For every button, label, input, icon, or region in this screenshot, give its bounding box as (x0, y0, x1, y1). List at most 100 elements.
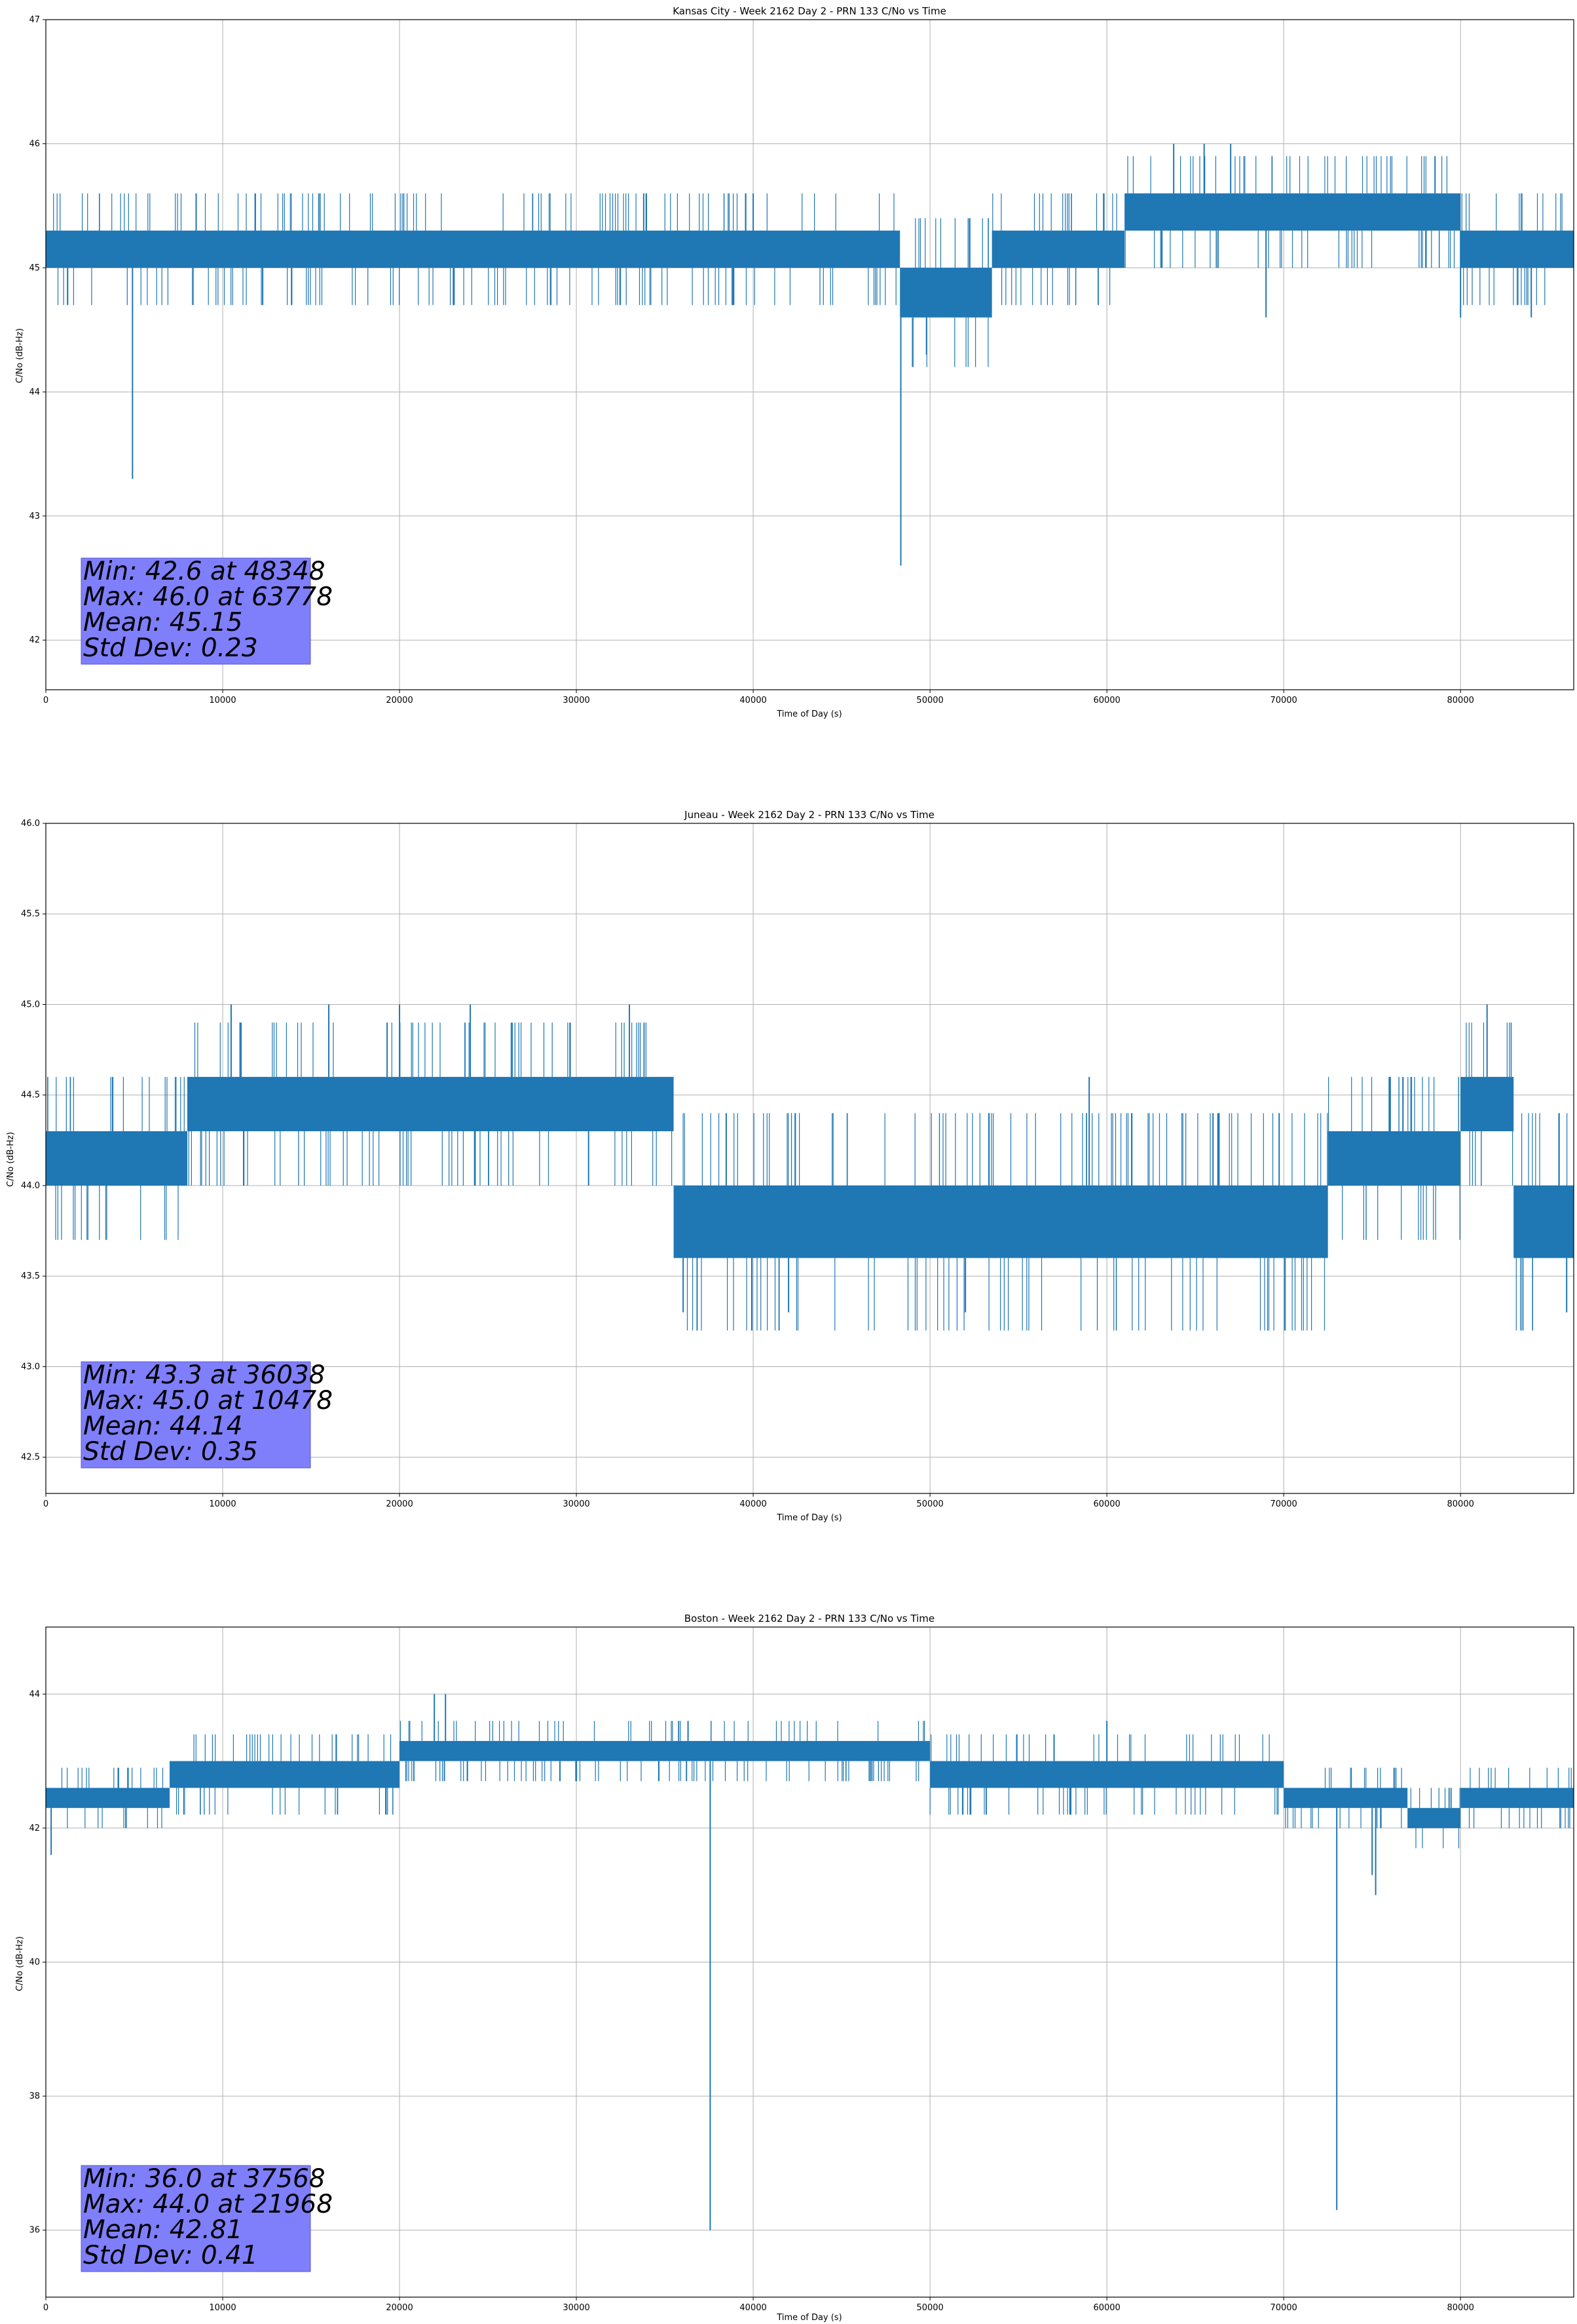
stats-box: Min: 36.0 at 37568 Max: 44.0 at 21968 Me… (81, 2164, 333, 2272)
x-tick-label: 20000 (386, 1499, 413, 1509)
data-band (1460, 1077, 1514, 1132)
data-noise (1124, 156, 1455, 268)
stats-min: Min: 43.3 at 36038 (83, 1360, 325, 1390)
data-series (46, 143, 1574, 566)
data-band (930, 1761, 1284, 1788)
x-tick-label: 60000 (1093, 1499, 1120, 1509)
x-tick-label: 40000 (739, 696, 766, 705)
chart-title: Juneau - Week 2162 Day 2 - PRN 133 C/No … (684, 809, 935, 821)
y-tick-label: 44 (29, 387, 40, 397)
stats-mean: Mean: 44.14 (83, 1412, 242, 1441)
x-tick-label: 70000 (1270, 1499, 1297, 1509)
data-noise (53, 193, 897, 305)
data-noise (992, 193, 1117, 305)
x-tick-label: 80000 (1447, 696, 1474, 705)
y-tick-label: 38 (29, 2091, 40, 2101)
x-tick-label: 60000 (1093, 2303, 1120, 2313)
chart-title: Boston - Week 2162 Day 2 - PRN 133 C/No … (684, 1613, 935, 1624)
data-noise (1410, 1788, 1460, 1848)
data-noise (1328, 1077, 1460, 1240)
stats-stddev: Std Dev: 0.23 (83, 633, 258, 663)
data-noise (1515, 1113, 1568, 1331)
y-tick-label: 43.0 (21, 1362, 40, 1372)
x-tick-label: 70000 (1270, 696, 1297, 705)
x-tick-label: 80000 (1447, 1499, 1474, 1509)
stats-box: Min: 42.6 at 48348 Max: 46.0 at 63778 Me… (81, 557, 333, 665)
x-tick-label: 10000 (209, 2303, 236, 2313)
data-band (1460, 231, 1574, 268)
x-tick-label: 60000 (1093, 696, 1120, 705)
chart-panel-kansas-city: Kansas City - Week 2162 Day 2 - PRN 133 … (15, 5, 1574, 719)
data-noise (188, 1022, 673, 1186)
data-band (673, 1185, 1328, 1258)
data-band (399, 1740, 931, 1761)
stats-stddev: Std Dev: 0.41 (83, 2241, 258, 2270)
stats-box: Min: 43.3 at 36038 Max: 45.0 at 10478 Me… (81, 1360, 333, 1469)
x-tick-label: 80000 (1447, 2303, 1474, 2313)
x-tick-label: 40000 (739, 2303, 766, 2313)
stats-mean: Mean: 45.15 (83, 608, 242, 637)
y-tick-label: 47 (29, 15, 40, 25)
y-tick-label: 42.5 (21, 1453, 40, 1463)
data-noise (1468, 1767, 1572, 1828)
x-tick-label: 0 (43, 696, 48, 705)
axes-frame (45, 1626, 1574, 2298)
y-tick-label: 45.0 (21, 1000, 40, 1009)
stats-min: Min: 36.0 at 37568 (83, 2164, 325, 2194)
y-tick-label: 45 (29, 263, 40, 273)
data-band (900, 267, 992, 318)
data-band (46, 1788, 170, 1809)
stats-stddev: Std Dev: 0.35 (83, 1437, 258, 1467)
x-tick-label: 30000 (563, 696, 589, 705)
data-band (992, 231, 1125, 268)
y-tick-label: 46.0 (21, 819, 40, 829)
y-tick-label: 43.5 (21, 1271, 40, 1281)
data-band (170, 1761, 400, 1788)
chart-panel-boston: Boston - Week 2162 Day 2 - PRN 133 C/No … (15, 1613, 1574, 2323)
x-tick-label: 50000 (916, 1499, 943, 1509)
x-tick-label: 30000 (563, 1499, 589, 1509)
x-tick-label: 20000 (386, 2303, 413, 2313)
x-tick-label: 10000 (209, 696, 236, 705)
plot-area: 0 10000 20000 30000 40000 50000 60000 70000 8000… (21, 819, 1574, 1509)
x-tick-label: 50000 (916, 696, 943, 705)
data-band (1407, 1808, 1461, 1828)
stats-max: Max: 44.0 at 21968 (83, 2190, 333, 2219)
chart-title: Kansas City - Week 2162 Day 2 - PRN 133 … (673, 5, 946, 17)
data-noise (176, 1734, 394, 1815)
data-band (1460, 1788, 1574, 1809)
data-noise (1461, 193, 1563, 305)
y-tick-label: 42 (29, 635, 40, 645)
x-tick-label: 0 (43, 2303, 48, 2313)
data-noise (399, 1721, 925, 1782)
y-axis-label: C/No (dB-Hz) (15, 1936, 25, 1991)
stats-max: Max: 46.0 at 63778 (83, 582, 333, 612)
data-band (1327, 1131, 1461, 1186)
data-noise (61, 1767, 164, 1828)
data-noise (47, 1077, 185, 1240)
stats-max: Max: 45.0 at 10478 (83, 1386, 333, 1415)
chart-panel-juneau: Juneau - Week 2162 Day 2 - PRN 133 C/No … (6, 809, 1574, 1523)
data-noise (1466, 1022, 1513, 1186)
y-tick-label: 44.0 (21, 1181, 40, 1191)
x-tick-label: 0 (43, 1499, 48, 1509)
axes-frame (45, 19, 1574, 690)
y-tick-label: 40 (29, 1958, 40, 1968)
y-tick-label: 44.5 (21, 1091, 40, 1100)
data-band (46, 231, 900, 268)
y-tick-label: 43 (29, 512, 40, 521)
data-series (46, 1694, 1574, 2230)
data-band (46, 1131, 188, 1186)
x-axis-label: Time of Day (s) (776, 2313, 842, 2323)
y-tick-label: 44 (29, 1689, 40, 1699)
data-band (187, 1077, 674, 1132)
x-tick-label: 40000 (739, 1499, 766, 1509)
x-tick-label: 70000 (1270, 2303, 1297, 2313)
data-noise (929, 1734, 1279, 1815)
y-tick-label: 42 (29, 1824, 40, 1833)
x-tick-label: 30000 (563, 2303, 589, 2313)
y-tick-label: 46 (29, 139, 40, 149)
x-tick-label: 50000 (916, 2303, 943, 2313)
x-axis-label: Time of Day (s) (776, 709, 842, 719)
